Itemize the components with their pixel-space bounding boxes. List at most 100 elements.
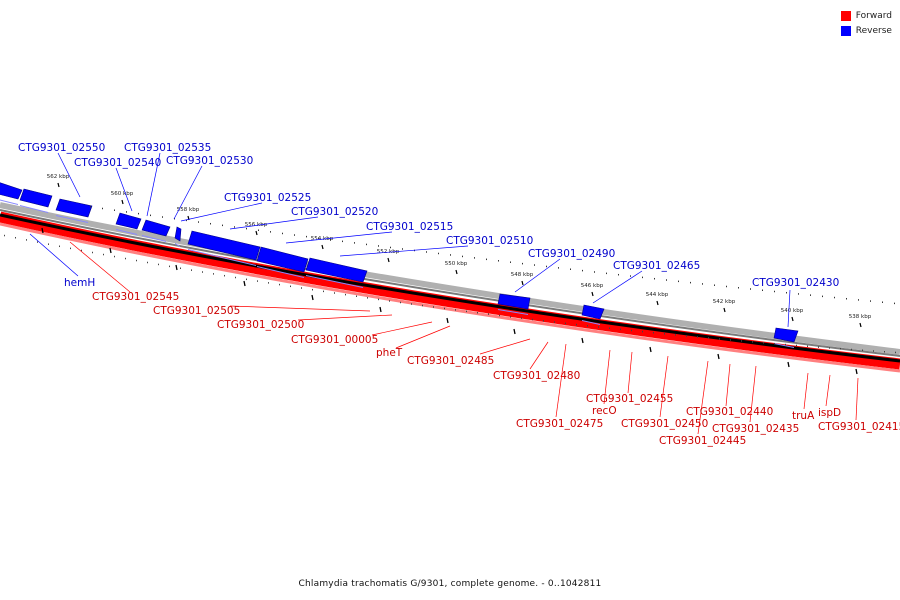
ruler-tick-label: 550 kbp: [445, 261, 468, 267]
reverse-gene-label: CTG9301_02530: [166, 155, 253, 167]
ruler-tick-label: 542 kbp: [713, 299, 736, 305]
ruler-minor-tick: [738, 287, 739, 289]
ruler-minor-tick: [606, 273, 607, 275]
forward-minor-tick: [323, 291, 324, 293]
forward-gene-leader: [660, 356, 668, 417]
forward-minor-tick: [213, 273, 214, 275]
forward-gene-leader: [530, 342, 548, 369]
ruler-minor-tick: [126, 211, 127, 213]
ruler-minor-tick: [534, 264, 535, 266]
forward-gene-leader: [726, 364, 730, 406]
forward-minor-tick: [708, 337, 709, 339]
ruler-tick-label: 546 kbp: [581, 283, 604, 289]
ruler-major-tick: [522, 281, 523, 285]
ruler-minor-tick: [894, 303, 895, 305]
forward-minor-tick: [268, 282, 269, 284]
forward-minor-tick: [565, 323, 566, 325]
reverse-gene-label: CTG9301_02540: [74, 157, 161, 169]
ruler-minor-tick: [234, 226, 235, 228]
forward-minor-tick: [730, 339, 731, 341]
forward-minor-tick: [741, 340, 742, 342]
ruler-major-tick: [657, 301, 658, 305]
forward-minor-tick: [257, 280, 258, 282]
forward-swatch: [841, 11, 851, 21]
ruler-minor-tick: [318, 237, 319, 239]
forward-major-tick: [312, 295, 313, 300]
ruler-minor-tick: [366, 244, 367, 246]
forward-gene-leader: [628, 352, 632, 393]
forward-minor-tick: [543, 320, 544, 322]
forward-minor-tick: [873, 350, 874, 352]
forward-minor-tick: [433, 306, 434, 308]
forward-minor-tick: [774, 343, 775, 345]
forward-minor-tick: [114, 256, 115, 258]
legend-forward-label: Forward: [856, 11, 892, 21]
forward-minor-tick: [422, 305, 423, 307]
forward-minor-tick: [103, 254, 104, 256]
forward-minor-tick: [367, 297, 368, 299]
forward-minor-tick: [279, 284, 280, 286]
legend: Forward Reverse: [841, 8, 892, 38]
forward-minor-tick: [411, 303, 412, 305]
ruler-minor-tick: [450, 254, 451, 256]
ruler-minor-tick: [762, 290, 763, 292]
ruler-minor-tick: [882, 301, 883, 303]
forward-minor-tick: [15, 237, 16, 239]
legend-reverse-label: Reverse: [856, 26, 892, 36]
ruler-minor-tick: [138, 213, 139, 215]
ruler-minor-tick: [246, 228, 247, 230]
reverse-gene-leader: [116, 168, 132, 211]
forward-minor-tick: [576, 324, 577, 326]
forward-minor-tick: [697, 336, 698, 338]
forward-minor-tick: [719, 338, 720, 340]
forward-gene-label: CTG9301_02455: [586, 393, 673, 405]
ruler-minor-tick: [834, 297, 835, 299]
ruler-minor-tick: [810, 294, 811, 296]
legend-reverse: Reverse: [841, 23, 892, 38]
reverse-gene-label: CTG9301_02520: [291, 206, 378, 218]
ruler-minor-tick: [690, 282, 691, 284]
ruler-minor-tick: [822, 296, 823, 298]
ruler-major-tick: [388, 258, 389, 262]
ruler-minor-tick: [594, 271, 595, 273]
forward-minor-tick: [147, 262, 148, 264]
ruler-minor-tick: [642, 277, 643, 279]
ruler-minor-tick: [462, 256, 463, 258]
reverse-gene-block: [0, 182, 22, 199]
ruler-minor-tick: [114, 209, 115, 211]
forward-minor-tick: [609, 327, 610, 329]
forward-minor-tick: [862, 350, 863, 352]
ruler-tick-label: 544 kbp: [646, 292, 669, 298]
forward-gene-leader: [230, 306, 370, 311]
ruler-minor-tick: [726, 286, 727, 288]
forward-gene-label: CTG9301_02545: [92, 291, 179, 303]
forward-minor-tick: [884, 351, 885, 353]
forward-gene-leader: [372, 322, 432, 335]
ruler-minor-tick: [750, 288, 751, 290]
forward-major-tick: [514, 329, 515, 334]
forward-minor-tick: [235, 277, 236, 279]
forward-minor-tick: [686, 335, 687, 337]
forward-minor-tick: [840, 348, 841, 350]
ruler-minor-tick: [150, 215, 151, 217]
forward-minor-tick: [818, 346, 819, 348]
ruler-major-tick: [792, 317, 793, 321]
forward-gene-label: recO: [592, 405, 617, 417]
reverse-gene-leader: [230, 217, 318, 229]
forward-minor-tick: [158, 264, 159, 266]
ruler-minor-tick: [498, 260, 499, 262]
forward-gene-label: CTG9301_02505: [153, 305, 240, 317]
legend-forward: Forward: [841, 8, 892, 23]
ruler-minor-tick: [846, 298, 847, 300]
reverse-gene-block: [582, 305, 604, 319]
reverse-gene-block: [20, 189, 52, 207]
forward-minor-tick: [752, 341, 753, 343]
reverse-gene-label: CTG9301_02525: [224, 192, 311, 204]
forward-gene-label: CTG9301_02440: [686, 406, 773, 418]
forward-minor-tick: [466, 311, 467, 313]
reverse-gene-leader: [286, 232, 392, 243]
forward-minor-tick: [246, 279, 247, 281]
ruler-minor-tick: [270, 231, 271, 233]
forward-gene-leader: [480, 339, 530, 354]
forward-minor-tick: [807, 346, 808, 348]
